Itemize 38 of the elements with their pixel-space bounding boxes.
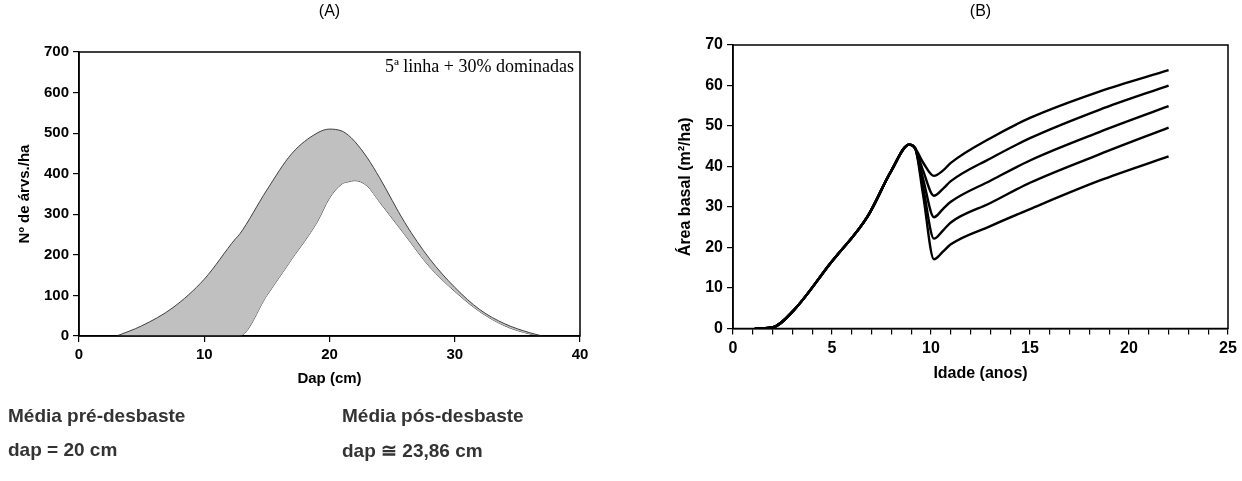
x-tick-label: 30 bbox=[446, 345, 464, 363]
x-tick-label: 5 bbox=[827, 338, 837, 356]
text: dap = 20 cm bbox=[8, 439, 119, 462]
y-tick-label: 0 bbox=[60, 326, 70, 344]
x-tick-label: 40 bbox=[571, 345, 589, 363]
x-tick-label: 0 bbox=[728, 338, 738, 356]
y-axis-title: Área basal (m²/ha) bbox=[675, 117, 694, 257]
y-tick-label: 30 bbox=[705, 197, 724, 215]
y-tick-label: 50 bbox=[705, 116, 724, 134]
chart-subtitle: 5ª linha + 30% dominadas bbox=[384, 55, 574, 76]
chart-title: (A) bbox=[318, 2, 341, 20]
y-tick-label: 700 bbox=[44, 42, 70, 60]
text: Média pré-desbaste bbox=[8, 405, 187, 428]
y-tick-label: 400 bbox=[44, 163, 70, 181]
y-tick-label: 500 bbox=[44, 123, 70, 141]
chart-title: (B) bbox=[969, 2, 992, 20]
text: dap ≅ 23,86 cm bbox=[342, 439, 484, 463]
y-tick-label: 40 bbox=[705, 156, 724, 174]
x-tick-label: 20 bbox=[321, 345, 338, 363]
y-tick-label: 600 bbox=[44, 82, 70, 100]
x-tick-label: 10 bbox=[195, 345, 213, 363]
x-axis-title: Dap (cm) bbox=[297, 369, 362, 387]
y-tick-label: 10 bbox=[705, 278, 724, 296]
x-tick-label: 15 bbox=[1021, 338, 1039, 356]
y-tick-label: 100 bbox=[44, 285, 70, 303]
y-tick-label: 300 bbox=[44, 204, 70, 222]
y-tick-label: 60 bbox=[705, 75, 724, 93]
x-tick-label: 20 bbox=[1120, 338, 1138, 356]
y-axis-title: Nº de árvs./ha bbox=[15, 143, 33, 244]
x-tick-label: 10 bbox=[922, 338, 940, 356]
y-tick-label: 20 bbox=[705, 237, 724, 255]
y-tick-label: 200 bbox=[44, 245, 70, 262]
text: Média pós-desbaste bbox=[342, 405, 525, 428]
x-tick-label: 25 bbox=[1219, 338, 1237, 356]
y-tick-label: 70 bbox=[705, 35, 724, 53]
y-tick-label: 0 bbox=[714, 319, 724, 337]
x-tick-label: 0 bbox=[74, 345, 84, 363]
x-axis-title: Idade (anos) bbox=[933, 363, 1028, 381]
